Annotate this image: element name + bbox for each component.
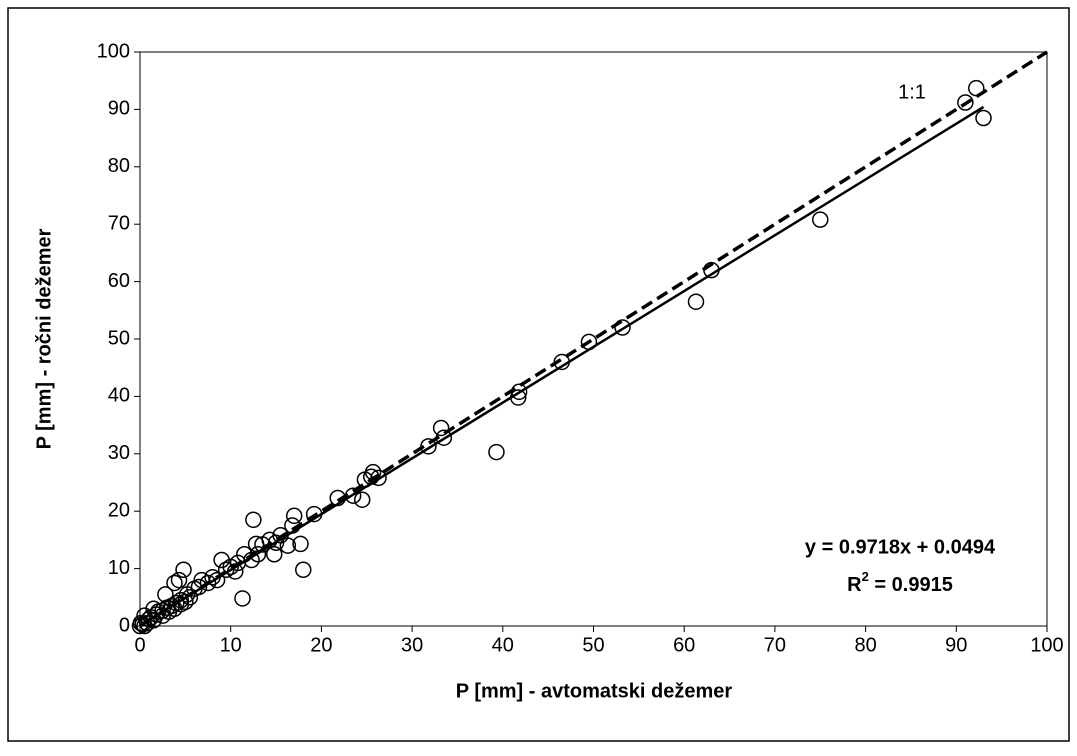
x-tick-label: 50	[582, 634, 604, 656]
point	[175, 561, 192, 578]
r2-label: R2 = 0.9915	[847, 569, 953, 596]
point	[353, 491, 371, 508]
x-tick-label: 100	[1030, 634, 1063, 656]
point	[166, 574, 183, 592]
trendline	[139, 105, 985, 627]
y-tick-label: 40	[108, 385, 130, 407]
point	[178, 586, 196, 603]
y-tick-label: 50	[108, 327, 130, 349]
point	[812, 211, 829, 228]
x-tick-label: 20	[310, 634, 332, 656]
y-tick-label: 0	[119, 614, 130, 636]
x-tick-label: 40	[492, 634, 514, 656]
point	[134, 616, 151, 633]
x-axis-title: P [mm] - avtomatski dežemer	[456, 680, 733, 702]
equation-label: y = 0.9718x + 0.0494	[805, 536, 996, 558]
point	[136, 617, 153, 635]
point	[488, 443, 505, 461]
point	[292, 535, 309, 553]
r2-sup: 2	[862, 569, 869, 584]
x-tick-label: 0	[134, 634, 145, 656]
point	[975, 109, 992, 127]
y-tick-label: 70	[108, 212, 130, 234]
point	[432, 419, 450, 437]
point	[217, 561, 235, 578]
y-tick-label: 30	[108, 442, 130, 464]
y-tick-label: 100	[97, 40, 130, 62]
point	[614, 319, 631, 336]
reference-label: 1:1	[898, 81, 926, 103]
y-tick-label: 80	[108, 155, 130, 177]
y-tick-label: 90	[108, 98, 130, 120]
y-tick-label: 10	[108, 557, 130, 579]
point	[170, 571, 188, 589]
x-tick-label: 80	[854, 634, 876, 656]
x-tick-label: 30	[401, 634, 423, 656]
y-axis-title: P [mm] - ročni dežemer	[33, 228, 55, 449]
r2-prefix: R	[847, 574, 862, 596]
x-tick-label: 70	[764, 634, 786, 656]
point	[213, 551, 230, 569]
point	[295, 561, 312, 578]
point	[234, 590, 251, 607]
point	[687, 293, 705, 310]
r2-suffix: = 0.9915	[869, 574, 953, 596]
point	[285, 507, 303, 525]
x-tick-label: 10	[220, 634, 242, 656]
point	[245, 511, 262, 529]
x-tick-label: 60	[673, 634, 695, 656]
point	[157, 586, 174, 603]
point	[132, 614, 150, 632]
point	[957, 94, 974, 111]
y-tick-label: 20	[108, 499, 130, 521]
x-tick-label: 90	[945, 634, 967, 656]
y-tick-label: 60	[108, 270, 130, 292]
